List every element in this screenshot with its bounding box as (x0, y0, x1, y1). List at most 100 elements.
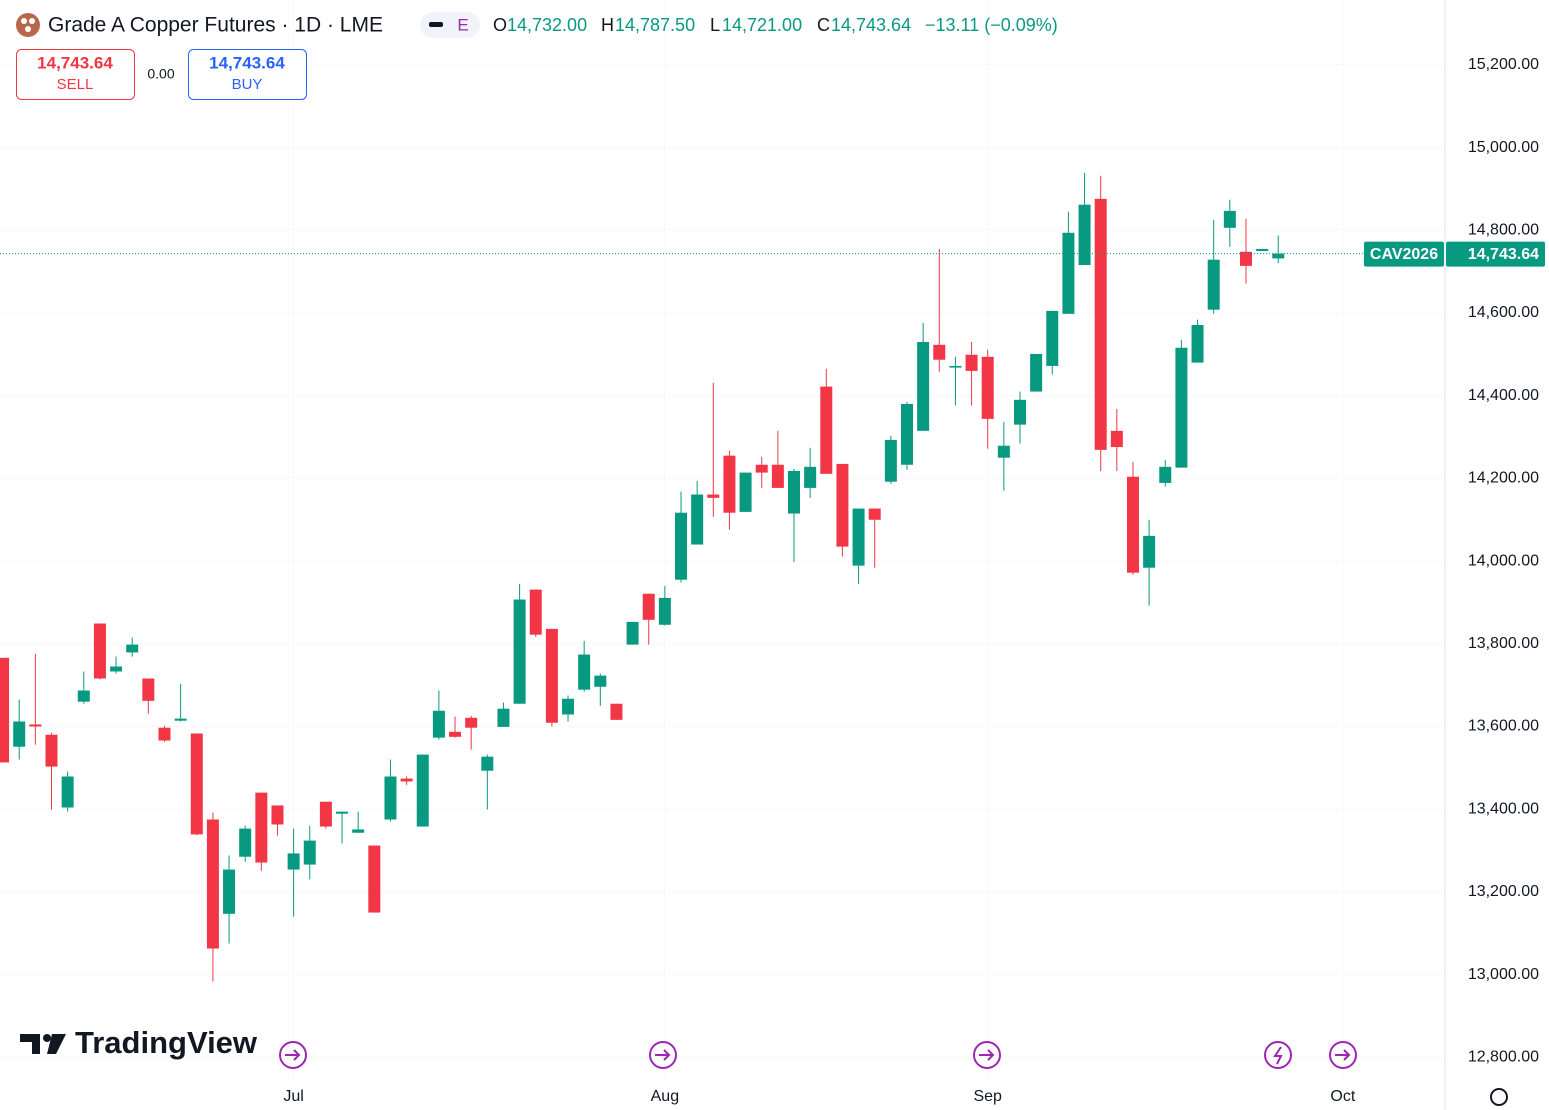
candle-body (29, 724, 42, 727)
event-marker[interactable] (973, 1041, 1001, 1069)
candle-body (545, 628, 558, 723)
y-tick-label: 14,200.00 (1468, 470, 1539, 487)
candle-body (626, 621, 639, 645)
badge-icon (429, 22, 443, 27)
candle-body (174, 718, 187, 721)
y-tick-label: 14,400.00 (1468, 387, 1539, 404)
event-marker[interactable] (1329, 1041, 1357, 1069)
candle-body (206, 819, 219, 949)
spread: 0.00 (147, 66, 174, 82)
candle-body (1143, 535, 1156, 568)
candle-body (368, 845, 381, 913)
candle-body (13, 721, 26, 747)
candle-body (900, 403, 913, 465)
candle-body (965, 354, 978, 371)
candle-body (61, 776, 74, 808)
candle-body (771, 464, 784, 488)
candle-body (1191, 324, 1204, 363)
candle-body (497, 708, 510, 727)
y-tick-label: 14,000.00 (1468, 552, 1539, 569)
candle-body (529, 589, 542, 635)
candle-body (432, 710, 445, 738)
event-markers (279, 1041, 1357, 1069)
ohlc-value: 14,721.00 (722, 15, 802, 35)
sell-button[interactable] (16, 49, 135, 100)
badge[interactable] (420, 12, 480, 38)
ohlc-value: 14,732.00 (507, 15, 587, 35)
candle-body (303, 840, 316, 865)
plot (0, 0, 1445, 1080)
change: −13.11 (−0.09%) (925, 15, 1058, 35)
ohlc-label: L (710, 15, 720, 35)
ohlc-label: H (601, 15, 614, 35)
candle-body (126, 644, 139, 653)
candle-body (449, 731, 462, 737)
symbol-icon-dot (21, 18, 27, 24)
buy-label: BUY (232, 76, 263, 93)
event-marker[interactable] (649, 1041, 677, 1069)
event-marker[interactable] (1264, 1041, 1292, 1069)
candle-body (610, 703, 623, 720)
candle-body (513, 599, 526, 704)
candle-body (45, 734, 58, 767)
candle-body (884, 439, 897, 482)
buy-price: 14,743.64 (209, 53, 285, 72)
candle-body (287, 853, 300, 870)
candle-body (1223, 210, 1236, 228)
candle-body (1256, 248, 1269, 251)
candle-body (755, 464, 768, 473)
candle-body (255, 792, 268, 863)
candle-body (1030, 353, 1043, 392)
sell-price: 14,743.64 (37, 53, 113, 72)
x-tick-label: Jul (283, 1088, 303, 1105)
x-tick-label: Aug (651, 1088, 679, 1105)
badge-label: E (457, 15, 468, 34)
candle-body (416, 754, 429, 827)
candle-body (949, 365, 962, 368)
buy-button[interactable] (188, 49, 307, 100)
x-tick-label: Oct (1330, 1088, 1355, 1105)
candle-body (868, 508, 881, 520)
candle-body (675, 512, 688, 580)
candle-body (352, 829, 365, 833)
candle-body (93, 623, 106, 679)
candle-body (190, 733, 203, 835)
candle-body (110, 666, 123, 672)
y-tick-label: 13,600.00 (1468, 718, 1539, 735)
candle-body (917, 341, 930, 431)
candle-body (465, 717, 478, 728)
candle-body (1062, 232, 1075, 314)
candle-body (981, 356, 994, 419)
y-tick-label: 13,200.00 (1468, 883, 1539, 900)
event-icon (285, 1046, 1351, 1065)
candle-body (481, 756, 494, 771)
event-marker[interactable] (279, 1041, 307, 1069)
logo-mark (47, 1034, 66, 1054)
symbol-tag-label: CAV2026 (1370, 246, 1438, 263)
candle-body (0, 657, 10, 763)
candle-body (578, 654, 591, 690)
candle-body (336, 811, 349, 814)
candle-body (1078, 204, 1091, 266)
candle-body (1046, 310, 1059, 366)
candle-body (1126, 476, 1139, 573)
candle-body (319, 801, 332, 827)
y-tick-label: 12,800.00 (1468, 1048, 1539, 1065)
ohlc-label: C (817, 15, 830, 35)
settings-icon[interactable] (1490, 1088, 1508, 1106)
candle-body (239, 828, 252, 857)
title: Grade A Copper Futures · 1D · LME (48, 14, 383, 37)
symbol-icon-dot (25, 26, 31, 32)
candle-body (691, 494, 704, 545)
y-tick-label: 14,800.00 (1468, 222, 1539, 239)
logo-mark (20, 1034, 40, 1054)
y-tick-label: 13,000.00 (1468, 966, 1539, 983)
candle-body (1013, 399, 1026, 425)
candle-body (158, 727, 171, 741)
candle-body (271, 805, 284, 825)
y-tick-label: 15,200.00 (1468, 56, 1539, 73)
candle-body (1272, 253, 1285, 259)
candle-body (804, 466, 817, 488)
